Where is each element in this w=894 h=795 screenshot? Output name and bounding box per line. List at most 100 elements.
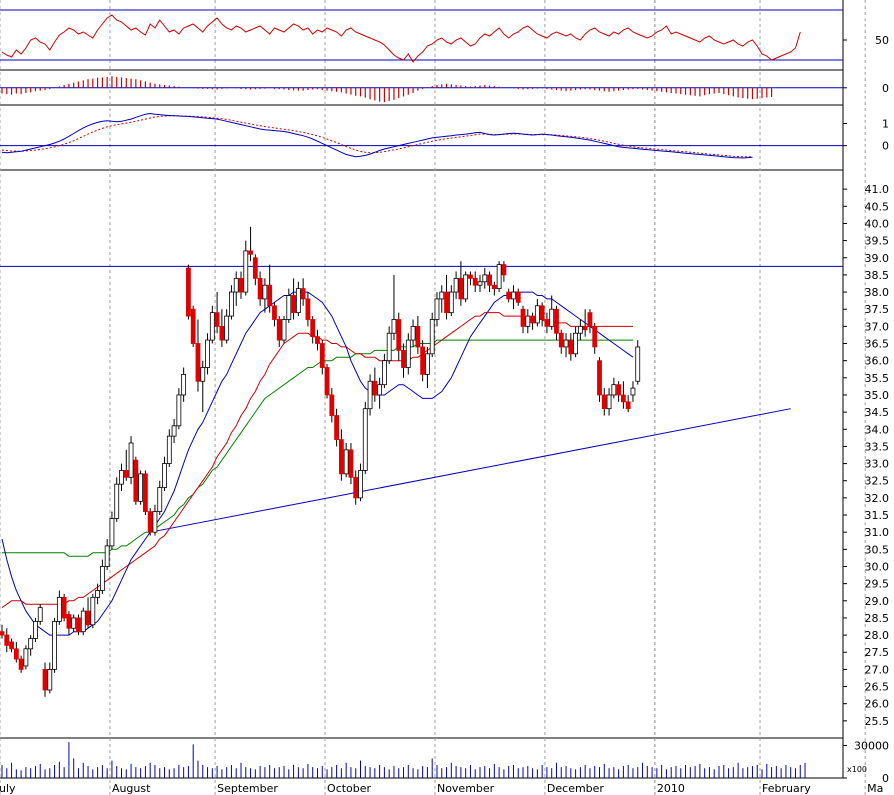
x-axis-month-labels: uly August September October November Decembe…	[0, 782, 883, 795]
candle-body	[195, 343, 201, 382]
month-label: November	[437, 782, 495, 795]
candle-body	[534, 305, 540, 324]
candle-body	[166, 435, 172, 464]
candle-body	[377, 384, 383, 396]
candle-body	[109, 518, 115, 547]
candle-body	[315, 336, 320, 344]
candle-body	[353, 476, 359, 499]
candle-body	[362, 408, 368, 471]
candle-body	[128, 442, 134, 478]
candle-body	[530, 315, 535, 324]
y-tick-label: 35.0	[865, 389, 890, 402]
candle-body	[138, 473, 144, 502]
candle-body	[453, 277, 459, 293]
candle-body	[606, 394, 612, 410]
y-tick-label: 33.5	[865, 440, 890, 453]
month-label: uly	[0, 782, 16, 795]
candle-body	[525, 315, 531, 327]
y-tick-label: 32.0	[865, 492, 890, 505]
macd-signal-line	[1, 115, 753, 158]
candle-body	[410, 325, 416, 341]
y-tick-label: 41.0	[865, 183, 890, 196]
candle-body	[621, 394, 626, 403]
y-tick-label: 0	[882, 140, 889, 153]
candle-body	[243, 250, 249, 293]
candle-body	[358, 470, 363, 499]
candle-body	[616, 384, 622, 396]
candle-body	[458, 277, 464, 300]
candle-body	[4, 634, 10, 646]
candle-body	[448, 291, 454, 314]
month-label: September	[217, 782, 278, 795]
candle-body	[434, 298, 440, 320]
moving-average-red	[1, 312, 633, 609]
candle-body	[554, 308, 559, 334]
candle-body	[348, 449, 354, 478]
candle-body	[568, 339, 574, 355]
candle-body	[558, 332, 564, 348]
candle-body	[90, 596, 96, 626]
candle-body	[305, 298, 311, 320]
rsi-line	[1, 14, 801, 63]
candle-body	[181, 373, 187, 396]
candle-body	[142, 473, 148, 513]
candle-body	[272, 305, 277, 320]
month-label: Ma	[867, 782, 883, 795]
candle-body	[224, 315, 230, 341]
candle-body	[334, 415, 340, 440]
candle-body	[200, 367, 206, 382]
candle-body	[582, 325, 588, 331]
moving-average-blue	[1, 291, 634, 636]
candle-body	[152, 511, 158, 533]
candle-body	[209, 312, 215, 341]
candle-body	[477, 281, 483, 286]
candle-body	[539, 305, 545, 320]
candle-body	[635, 346, 641, 382]
candle-body	[577, 325, 583, 334]
chart-frame	[0, 0, 844, 779]
candle-body	[99, 566, 105, 591]
candle-body	[300, 288, 306, 300]
rsi-panel	[0, 9, 843, 63]
price-panel	[0, 226, 843, 697]
candle-body	[28, 638, 34, 650]
month-label: 2010	[657, 782, 685, 795]
y-tick-label: 0	[882, 82, 889, 95]
y-tick-label: 39.0	[865, 252, 890, 265]
y-tick-label: 34.5	[865, 406, 890, 419]
candle-body	[66, 614, 72, 629]
y-tick-label: 37.0	[865, 320, 890, 333]
y-tick-label: 33.0	[865, 458, 890, 471]
candle-body	[13, 648, 19, 660]
y-tick-label: 31.0	[865, 526, 890, 539]
y-tick-label: 28.0	[865, 629, 890, 642]
candle-body	[37, 607, 43, 622]
y-tick-label: 30000	[854, 739, 889, 752]
y-tick-label: 31.5	[865, 509, 890, 522]
candle-body	[248, 250, 253, 255]
y-tick-label: 26.0	[865, 698, 890, 711]
candle-body	[9, 641, 14, 650]
volume-unit-label: x100	[847, 765, 867, 774]
candle-body	[262, 284, 268, 300]
y-tick-label: 40.5	[865, 200, 890, 213]
y-tick-label: 30.0	[865, 560, 890, 573]
candle-body	[401, 349, 406, 368]
candle-body	[367, 380, 373, 410]
y-tick-label: 29.5	[865, 578, 890, 591]
candle-body	[420, 346, 426, 375]
y-tick-label: 39.5	[865, 235, 890, 248]
candle-body	[381, 360, 387, 386]
candle-body	[147, 511, 153, 533]
macd-histogram-panel	[0, 76, 843, 103]
candle-body	[233, 277, 239, 293]
macd-line	[1, 112, 753, 159]
y-tick-label: 34.0	[865, 423, 890, 436]
candle-body	[491, 284, 497, 290]
candle-body	[162, 463, 167, 488]
y-tick-label: 50	[875, 34, 889, 47]
candle-body	[501, 264, 507, 276]
candle-body	[267, 284, 273, 307]
candle-body	[42, 668, 48, 691]
moving-average-green	[2, 339, 633, 557]
